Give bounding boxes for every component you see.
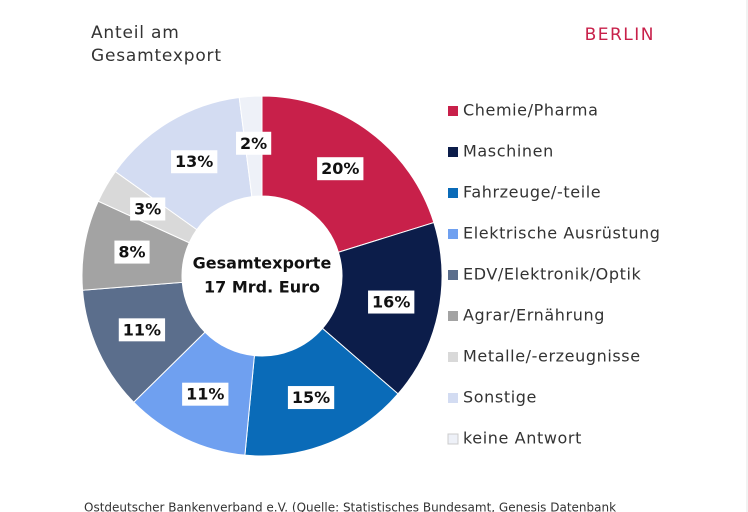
value-label-text: 15% <box>292 388 330 407</box>
center-text: 17 Mrd. Euro <box>204 278 320 297</box>
value-label: 8% <box>114 240 150 264</box>
value-label: 20% <box>317 157 364 181</box>
value-label-text: 3% <box>134 200 161 219</box>
value-label-text: 13% <box>175 152 213 171</box>
legend-swatch <box>448 147 458 157</box>
legend-label: Metalle/-erzeugnisse <box>463 347 641 366</box>
value-label-box <box>182 382 229 406</box>
value-label-text: 11% <box>186 385 224 404</box>
value-label: 3% <box>130 197 166 221</box>
value-label-box <box>368 290 415 314</box>
subtitle: Anteil am <box>91 23 180 43</box>
value-label: 11% <box>182 382 229 406</box>
value-label: 16% <box>368 290 415 314</box>
value-label-box <box>171 150 218 174</box>
legend-label: Agrar/Ernährung <box>463 306 605 325</box>
legend-label: keine Antwort <box>463 429 582 448</box>
value-label-box <box>130 197 166 221</box>
legend-swatch <box>448 106 458 116</box>
value-label-box <box>114 240 150 264</box>
value-label: 2% <box>236 131 272 155</box>
value-label-text: 8% <box>118 243 145 262</box>
value-label: 15% <box>287 386 335 410</box>
legend-swatch <box>448 393 458 403</box>
legend-swatch <box>448 188 458 198</box>
value-label-box <box>287 386 335 410</box>
source: Ostdeutscher Bankenverband e.V. (Quelle:… <box>84 501 616 512</box>
legend-swatch <box>448 270 458 280</box>
center-text: Gesamtexporte <box>193 254 332 273</box>
value-label: 13% <box>171 150 218 174</box>
legend-label: Chemie/Pharma <box>463 101 599 120</box>
legend-swatch <box>448 311 458 321</box>
legend-swatch <box>448 352 458 362</box>
legend-swatch <box>448 229 458 239</box>
region-label: BERLIN <box>585 25 655 45</box>
legend-label: Maschinen <box>463 142 554 161</box>
value-label-box <box>317 157 364 181</box>
legend-label: Elektrische Ausrüstung <box>463 224 661 243</box>
legend-swatch <box>447 433 459 445</box>
legend-label: Fahrzeuge/-teile <box>463 183 601 202</box>
value-label-text: 2% <box>240 134 267 153</box>
value-label-text: 20% <box>321 159 359 178</box>
value-label-text: 16% <box>372 293 410 312</box>
subtitle: Gesamtexport <box>91 46 222 66</box>
value-label-text: 11% <box>123 320 161 339</box>
value-label: 11% <box>118 318 166 342</box>
legend-label: Sonstige <box>463 388 537 407</box>
value-label-box <box>118 318 166 342</box>
value-label-box <box>236 131 272 155</box>
legend-label: EDV/Elektronik/Optik <box>463 265 642 284</box>
